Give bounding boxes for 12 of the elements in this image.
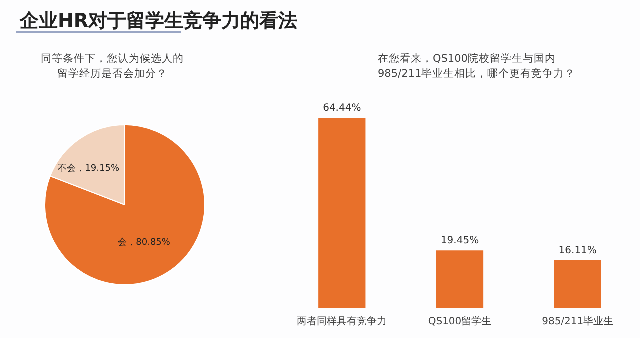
x-tick-label: 985/211毕业生 [542, 316, 614, 328]
chart-subtitle: 同等条件下，您认为候选人的留学经历是否会加分？ [40, 52, 185, 82]
x-tick-label: QS100留学生 [428, 316, 492, 328]
x-tick-label: 两者同样具有竞争力 [297, 316, 388, 328]
data-label: 16.11% [558, 246, 597, 256]
slice-label: 会，80.85% [118, 237, 171, 248]
pie-slice [44, 124, 206, 286]
slice-label: 不会，19.15% [58, 162, 120, 174]
data-label: 19.45% [440, 236, 480, 247]
data-label: 64.44% [323, 103, 362, 114]
chart-title: 企业HR对于留学生竞争力的看法 [20, 9, 298, 34]
chart-title: 在您看来，QS100院校留学生与国内985/211毕业生相比，哪个更有竞争力？ [378, 52, 577, 82]
